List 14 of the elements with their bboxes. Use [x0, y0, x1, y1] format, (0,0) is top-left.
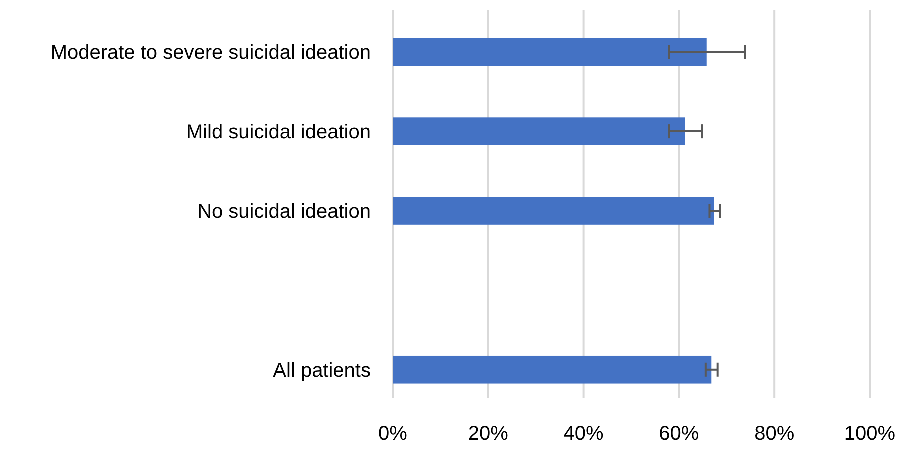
bar: [393, 356, 712, 384]
y-tick-label: No suicidal ideation: [198, 201, 371, 223]
y-tick-label: Moderate to severe suicidal ideation: [50, 42, 371, 64]
x-tick-label: 60%: [659, 423, 700, 445]
bar: [393, 38, 707, 66]
bar: [393, 197, 714, 225]
x-tick-label: 100%: [844, 423, 896, 445]
x-tick-label: 80%: [754, 423, 795, 445]
y-tick-label: All patients: [273, 360, 371, 382]
y-tick-label: Mild suicidal ideation: [186, 122, 371, 144]
x-tick-label: 20%: [468, 423, 509, 445]
bar: [393, 118, 686, 146]
x-tick-label: 0%: [378, 423, 408, 445]
x-tick-label: 40%: [564, 423, 604, 445]
